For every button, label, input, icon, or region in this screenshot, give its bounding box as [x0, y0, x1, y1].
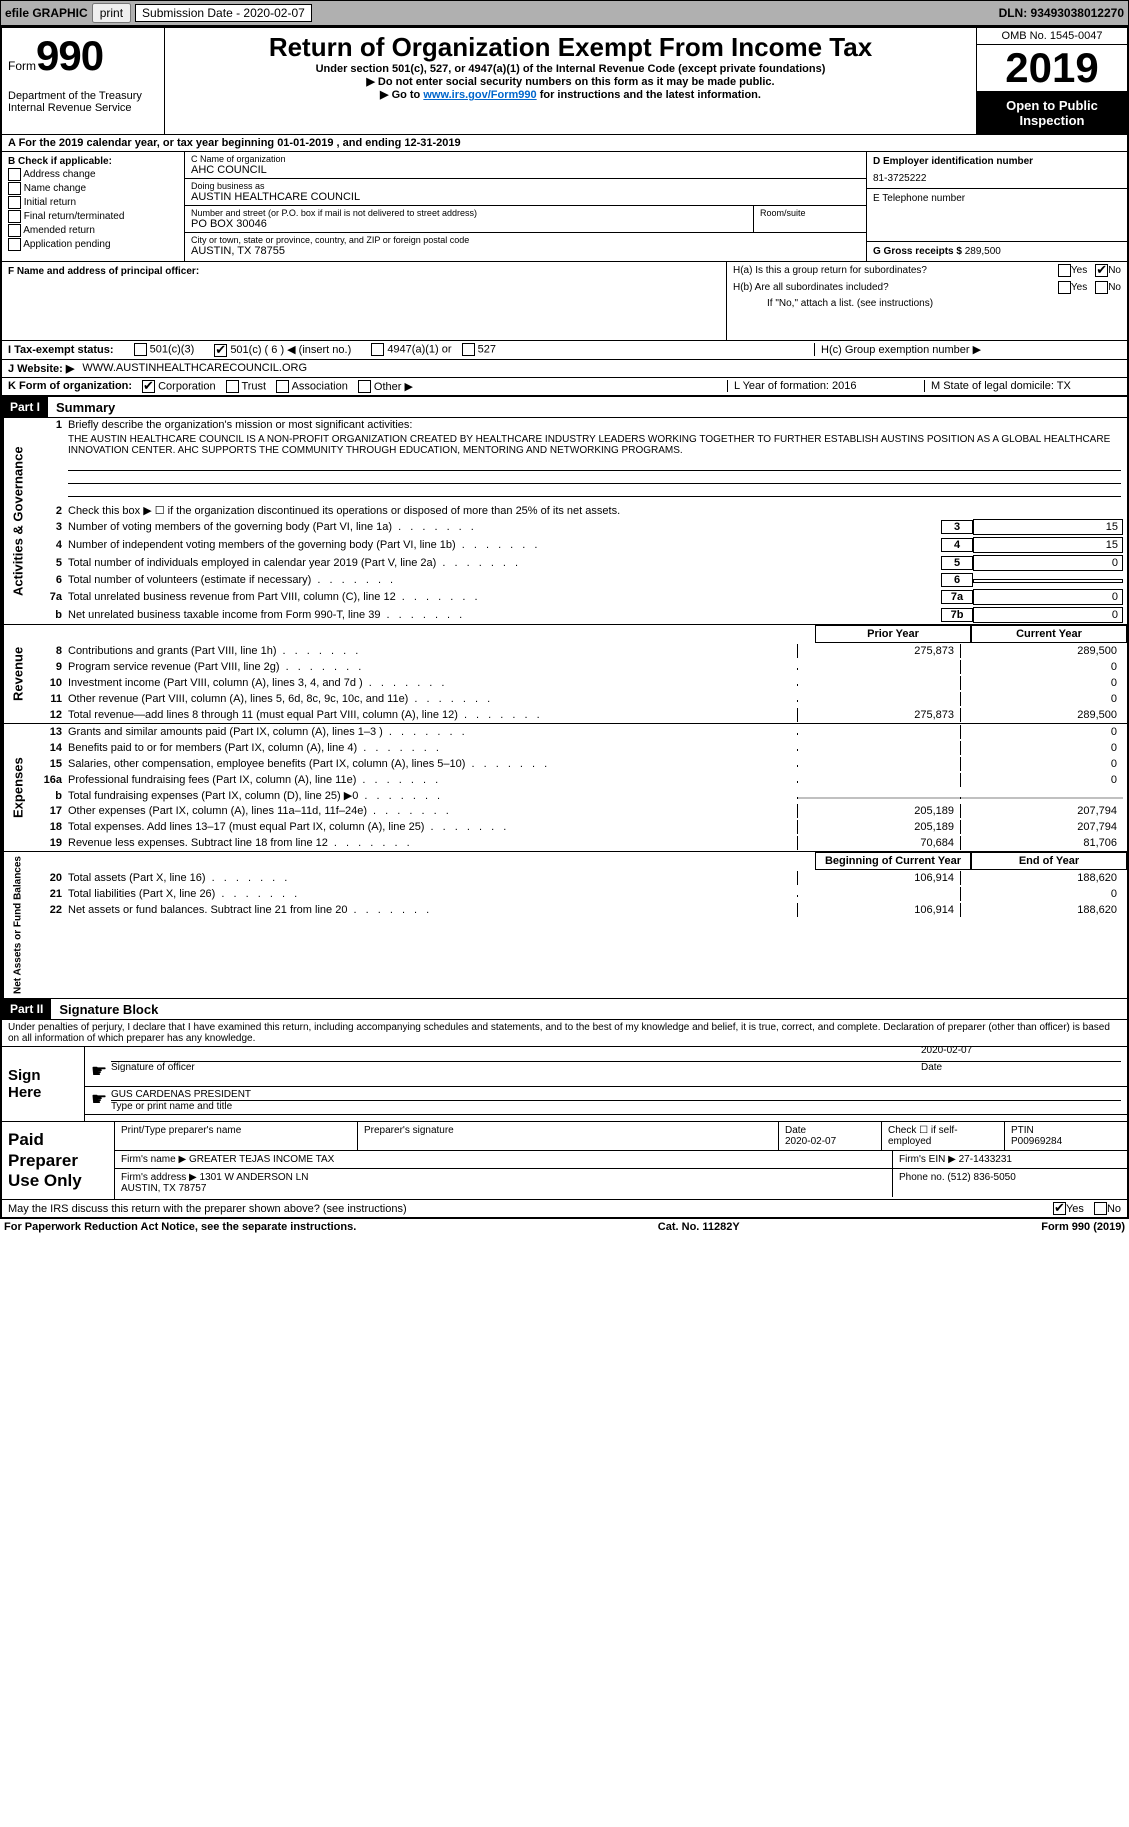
form-word: Form	[8, 59, 36, 73]
cb-name[interactable]: Name change	[8, 182, 178, 195]
top-bar: efile GRAPHIC print Submission Date - 20…	[0, 0, 1129, 26]
cb-501c[interactable]	[214, 344, 227, 357]
part1-title: Summary	[48, 400, 115, 415]
cb-other[interactable]	[358, 380, 371, 393]
dba-label: Doing business as	[191, 181, 860, 191]
dln: DLN: 93493038012270	[999, 6, 1124, 20]
sub3-pre: ▶ Go to	[380, 89, 423, 101]
q1: Briefly describe the organization's miss…	[68, 419, 1123, 431]
org-name: AHC COUNCIL	[191, 164, 860, 176]
cb-final[interactable]: Final return/terminated	[8, 210, 178, 223]
cb-address[interactable]: Address change	[8, 168, 178, 181]
subtitle-2: ▶ Do not enter social security numbers o…	[171, 75, 970, 88]
col-begin: Beginning of Current Year	[815, 852, 971, 870]
prep-name-label: Print/Type preparer's name	[115, 1122, 358, 1150]
ein-label: D Employer identification number	[873, 156, 1121, 167]
ptin: P00969284	[1011, 1136, 1062, 1147]
j-label: J Website: ▶	[8, 362, 74, 375]
i-label: I Tax-exempt status:	[8, 344, 114, 356]
cb-amended[interactable]: Amended return	[8, 224, 178, 237]
officer-name: GUS CARDENAS PRESIDENT	[111, 1089, 1121, 1100]
org-name-label: C Name of organization	[191, 154, 860, 164]
part1-header: Part I	[2, 397, 48, 417]
cb-initial[interactable]: Initial return	[8, 196, 178, 209]
vlabel-netassets: Net Assets or Fund Balances	[2, 852, 32, 998]
form-footer: Form 990 (2019)	[1041, 1221, 1125, 1233]
department: Department of the Treasury Internal Reve…	[8, 90, 158, 114]
gross-label: G Gross receipts $	[873, 246, 962, 257]
gross: 289,500	[965, 246, 1001, 257]
sub3-post: for instructions and the latest informat…	[537, 89, 761, 101]
hb-no[interactable]	[1095, 281, 1108, 294]
form-990: Form990 Department of the Treasury Inter…	[0, 26, 1129, 1219]
cb-4947[interactable]	[371, 343, 384, 356]
mission-text: THE AUSTIN HEALTHCARE COUNCIL IS A NON-P…	[32, 432, 1127, 458]
vlabel-governance: Activities & Governance	[2, 418, 32, 624]
discuss-yes[interactable]	[1053, 1202, 1066, 1215]
submission-date: Submission Date - 2020-02-07	[135, 4, 312, 22]
box-b-label: B Check if applicable:	[8, 156, 178, 167]
ha-no[interactable]	[1095, 264, 1108, 277]
ha-yes[interactable]	[1058, 264, 1071, 277]
discuss-label: May the IRS discuss this return with the…	[8, 1203, 407, 1215]
col-prior: Prior Year	[815, 625, 971, 643]
firm-ein: 27-1433231	[959, 1154, 1012, 1165]
declaration: Under penalties of perjury, I declare th…	[2, 1020, 1127, 1046]
hb-note: If "No," attach a list. (see instruction…	[727, 296, 1127, 311]
website: WWW.AUSTINHEALTHCARECOUNCIL.ORG	[82, 362, 307, 374]
vlabel-revenue: Revenue	[2, 625, 32, 723]
prep-sig-label: Preparer's signature	[358, 1122, 779, 1150]
sig-date-val: 2020-02-07	[921, 1045, 972, 1056]
hb-label: H(b) Are all subordinates included?	[733, 282, 1058, 293]
addr-label: Number and street (or P.O. box if mail i…	[191, 208, 747, 218]
tax-year: 2019	[977, 45, 1127, 92]
subtitle-1: Under section 501(c), 527, or 4947(a)(1)…	[171, 63, 970, 75]
col-end: End of Year	[971, 852, 1127, 870]
cb-trust[interactable]	[226, 380, 239, 393]
room-label: Room/suite	[754, 206, 866, 232]
self-employed: Check ☐ if self-employed	[882, 1122, 1005, 1150]
part2-title: Signature Block	[51, 1002, 158, 1017]
sig-officer-label: Signature of officer	[111, 1061, 921, 1084]
type-name-label: Type or print name and title	[111, 1100, 1121, 1112]
q2: Check this box ▶ ☐ if the organization d…	[68, 504, 1123, 517]
col-current: Current Year	[971, 625, 1127, 643]
print-button[interactable]: print	[92, 3, 131, 23]
form-number: 990	[36, 32, 103, 79]
cat-no: Cat. No. 11282Y	[658, 1221, 740, 1233]
tel-label: E Telephone number	[873, 193, 1121, 204]
firm-phone: (512) 836-5050	[947, 1172, 1015, 1183]
officer-label: F Name and address of principal officer:	[8, 266, 199, 277]
cb-pending[interactable]: Application pending	[8, 238, 178, 251]
dba: AUSTIN HEALTHCARE COUNCIL	[191, 191, 860, 203]
k-label: K Form of organization:	[8, 380, 132, 392]
discuss-no[interactable]	[1094, 1202, 1107, 1215]
cb-501c3[interactable]	[134, 343, 147, 356]
cb-527[interactable]	[462, 343, 475, 356]
vlabel-expenses: Expenses	[2, 724, 32, 851]
box-l: L Year of formation: 2016	[727, 380, 924, 392]
cb-corp[interactable]	[142, 380, 155, 393]
box-m: M State of legal domicile: TX	[924, 380, 1121, 392]
pra-notice: For Paperwork Reduction Act Notice, see …	[4, 1221, 356, 1233]
firm-name: GREATER TEJAS INCOME TAX	[189, 1154, 334, 1165]
period-row: A For the 2019 calendar year, or tax yea…	[2, 135, 1127, 152]
city: AUSTIN, TX 78755	[191, 245, 860, 257]
paid-preparer-label: Paid Preparer Use Only	[2, 1122, 115, 1199]
omb-number: OMB No. 1545-0047	[977, 28, 1127, 45]
form-title: Return of Organization Exempt From Incom…	[171, 32, 970, 63]
instructions-link[interactable]: www.irs.gov/Form990	[423, 89, 536, 101]
efile-label: efile GRAPHIC	[5, 6, 88, 20]
hb-yes[interactable]	[1058, 281, 1071, 294]
cb-assoc[interactable]	[276, 380, 289, 393]
prep-date: 2020-02-07	[785, 1136, 836, 1147]
city-label: City or town, state or province, country…	[191, 235, 860, 245]
part2-header: Part II	[2, 999, 51, 1019]
ha-label: H(a) Is this a group return for subordin…	[733, 265, 1058, 276]
ein: 81-3725222	[873, 173, 1121, 184]
addr: PO BOX 30046	[191, 218, 747, 230]
open-to-public: Open to Public Inspection	[977, 92, 1127, 134]
sign-here: Sign Here	[2, 1047, 85, 1121]
hc-label: H(c) Group exemption number ▶	[814, 343, 1121, 356]
